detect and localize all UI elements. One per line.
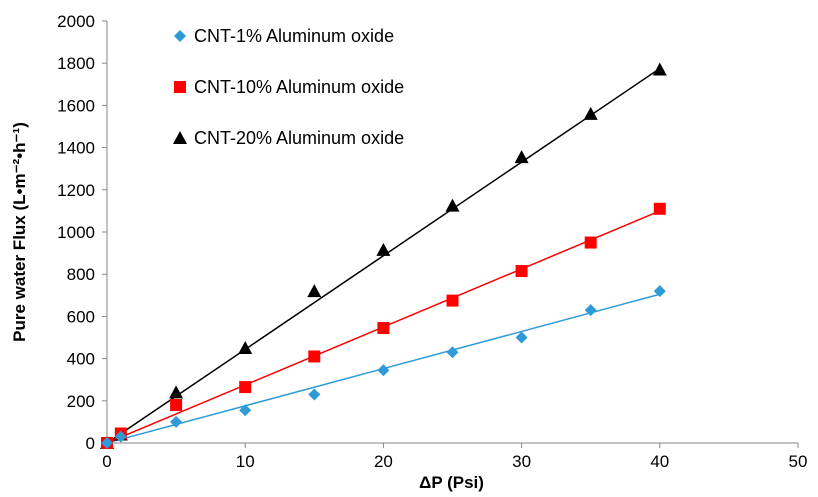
legend-marker-triangle [173, 131, 187, 144]
x-tick-label: 0 [102, 452, 111, 471]
data-point-diamond [239, 404, 252, 417]
data-point-diamond [308, 388, 321, 401]
data-point-diamond [446, 346, 459, 359]
axes: 0 200 400 600 800 1000 1200 1400 1600 1800 2000 0 10… [57, 12, 807, 471]
data-point-square [308, 350, 321, 363]
y-axis-title: Pure water Flux (L•m⁻²•h⁻¹) [10, 122, 29, 342]
data-point-diamond [170, 415, 183, 428]
data-point-triangle [583, 106, 598, 120]
legend-marker-diamond [174, 30, 186, 42]
x-tick-label: 30 [512, 452, 531, 471]
legend-marker-square [174, 81, 186, 93]
y-tick-label: 600 [67, 307, 95, 326]
data-point-triangle [307, 284, 322, 298]
y-tick-label: 400 [67, 350, 95, 369]
y-tick-label: 1000 [57, 223, 95, 242]
y-tick-label: 1200 [57, 181, 95, 200]
x-axis-title: ΔP (Psi) [419, 473, 484, 492]
data-point-square [377, 322, 390, 335]
data-markers [100, 62, 667, 449]
legend-label: CNT-20% Aluminum oxide [194, 128, 404, 148]
y-tick-label: 2000 [57, 12, 95, 31]
x-tick-label: 50 [789, 452, 808, 471]
data-point-square [170, 399, 183, 412]
data-point-diamond [515, 331, 528, 344]
data-point-square [239, 381, 252, 394]
data-point-square [515, 265, 528, 278]
data-point-square [653, 202, 666, 215]
legend-label: CNT-1% Aluminum oxide [194, 26, 394, 46]
data-point-triangle [169, 385, 184, 399]
y-tick-label: 1400 [57, 139, 95, 158]
data-point-square [446, 294, 459, 307]
data-point-triangle [376, 242, 391, 256]
data-point-diamond [584, 304, 597, 317]
x-tick-label: 10 [236, 452, 255, 471]
legend: CNT-1% Aluminum oxide CNT-10% Aluminum ox… [173, 26, 404, 148]
data-point-triangle [652, 62, 667, 76]
data-point-diamond [653, 285, 666, 298]
x-tick-label: 40 [650, 452, 669, 471]
y-tick-label: 1800 [57, 54, 95, 73]
y-tick-label: 800 [67, 265, 95, 284]
data-point-square [584, 236, 597, 249]
data-point-triangle [514, 150, 529, 164]
x-tick-label: 20 [374, 452, 393, 471]
data-point-triangle [445, 198, 460, 212]
y-tick-label: 1600 [57, 96, 95, 115]
data-point-diamond [377, 364, 390, 377]
y-tick-label: 0 [86, 434, 95, 453]
y-tick-label: 200 [67, 392, 95, 411]
data-point-diamond [114, 430, 127, 443]
data-point-diamond [101, 437, 113, 449]
data-point-triangle [238, 341, 253, 355]
legend-label: CNT-10% Aluminum oxide [194, 77, 404, 97]
